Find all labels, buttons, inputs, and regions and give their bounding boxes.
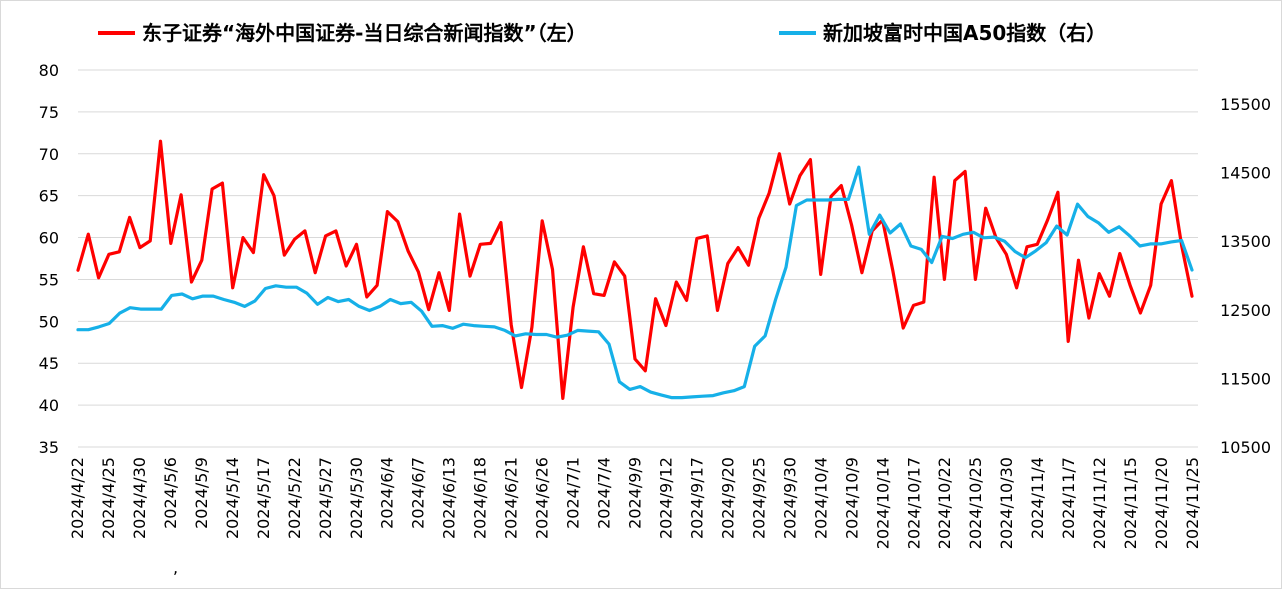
left-tick-label: 55 — [39, 270, 59, 289]
x-tick-label: 2024/11/12 — [1090, 457, 1109, 549]
legend-label-a50-index: 新加坡富时中国A50指数（右） — [823, 21, 1106, 45]
right-tick-label: 10500 — [1220, 438, 1271, 457]
x-tick-label: 2024/5/22 — [285, 457, 304, 539]
x-tick-label: 2024/6/13 — [440, 457, 459, 539]
stray-comma-mark: , — [173, 558, 178, 577]
x-axis: 2024/4/22 2024/4/25 2024/4/30 2024/5/6 2024/… — [68, 457, 1202, 549]
left-tick-label: 40 — [39, 396, 59, 415]
x-tick-label: 2024/11/15 — [1121, 457, 1140, 549]
right-tick-label: 12500 — [1220, 301, 1271, 320]
left-tick-label: 60 — [39, 229, 59, 248]
left-tick-label: 70 — [39, 145, 59, 164]
x-tick-label: 2024/6/7 — [409, 457, 428, 529]
x-tick-label: 2024/11/4 — [1028, 457, 1047, 539]
x-tick-label: 2024/10/30 — [997, 457, 1016, 549]
x-tick-label: 2024/11/25 — [1183, 457, 1202, 549]
x-tick-label: 2024/10/22 — [935, 457, 954, 549]
x-tick-label: 2024/5/9 — [192, 457, 211, 529]
x-tick-label: 2024/4/22 — [68, 457, 87, 539]
left-tick-label: 65 — [39, 187, 59, 206]
x-tick-label: 2024/10/14 — [873, 457, 892, 549]
x-tick-label: 2024/9/9 — [626, 457, 645, 529]
x-tick-label: 2024/9/17 — [687, 457, 706, 539]
x-tick-label: 2024/10/17 — [904, 457, 923, 549]
right-tick-label: 11500 — [1220, 369, 1271, 388]
x-tick-label: 2024/4/25 — [99, 457, 118, 539]
left-tick-label: 75 — [39, 103, 59, 122]
x-tick-label: 2024/10/25 — [966, 457, 985, 549]
x-tick-label: 2024/7/1 — [564, 457, 583, 529]
x-tick-label: 2024/4/30 — [130, 457, 149, 539]
gridlines — [78, 69, 1198, 448]
x-tick-label: 2024/6/4 — [378, 457, 397, 529]
x-tick-label: 2024/11/20 — [1152, 457, 1171, 549]
x-tick-label: 2024/5/17 — [254, 457, 273, 539]
right-tick-label: 13500 — [1220, 232, 1271, 251]
x-tick-label: 2024/11/7 — [1059, 457, 1078, 539]
series-line-a50-index — [76, 165, 1194, 400]
x-tick-label: 2024/10/4 — [811, 457, 830, 539]
left-tick-label: 80 — [39, 61, 59, 80]
x-tick-label: 2024/7/4 — [595, 457, 614, 529]
x-tick-label: 2024/9/30 — [780, 457, 799, 539]
x-tick-label: 2024/6/21 — [502, 457, 521, 539]
right-tick-label: 14500 — [1220, 164, 1271, 183]
left-tick-label: 45 — [39, 354, 59, 373]
x-tick-label: 2024/9/12 — [656, 457, 675, 539]
series-line-news-index — [76, 139, 1194, 400]
left-tick-label: 35 — [39, 438, 59, 457]
x-tick-label: 2024/9/20 — [718, 457, 737, 539]
x-tick-label: 2024/5/14 — [223, 457, 242, 539]
x-tick-label: 2024/9/25 — [749, 457, 768, 539]
x-tick-label: 2024/5/27 — [316, 457, 335, 539]
left-tick-label: 50 — [39, 312, 59, 331]
series-lines — [76, 139, 1194, 400]
legend: 东子证券“海外中国证券-当日综合新闻指数”（左） 新加坡富时中国A50指数（右） — [98, 21, 1106, 45]
x-tick-label: 2024/6/26 — [533, 457, 552, 539]
x-tick-label: 2024/6/18 — [471, 457, 490, 539]
left-y-axis: 35 40 45 50 55 60 65 70 75 80 — [39, 61, 59, 457]
x-tick-label: 2024/10/9 — [842, 457, 861, 539]
x-tick-label: 2024/5/30 — [347, 457, 366, 539]
x-tick-label: 2024/5/6 — [161, 457, 180, 529]
right-tick-label: 15500 — [1220, 95, 1271, 114]
legend-label-news-index: 东子证券“海外中国证券-当日综合新闻指数”（左） — [142, 21, 587, 45]
right-y-axis: 10500 11500 12500 13500 14500 15500 — [1220, 95, 1271, 457]
